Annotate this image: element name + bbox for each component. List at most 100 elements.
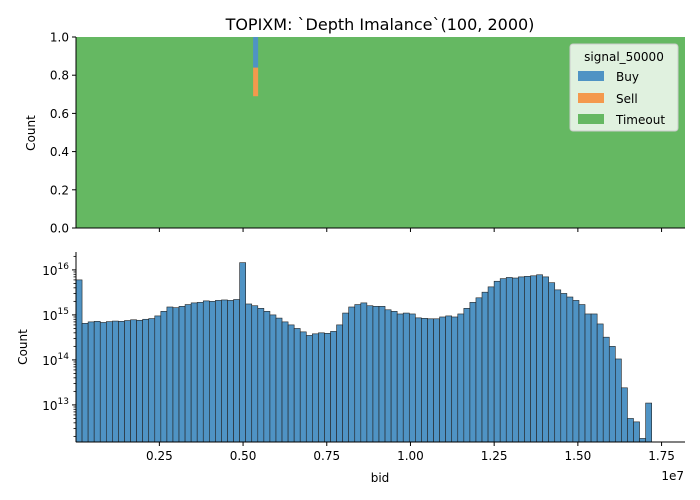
histogram-bar	[305, 335, 313, 443]
histogram-bar	[136, 319, 143, 443]
legend-entry-sell: Sell	[616, 92, 638, 106]
histogram-bar	[269, 314, 277, 443]
histogram-bar	[427, 318, 434, 443]
histogram-bar	[324, 333, 331, 443]
legend-title: signal_50000	[584, 50, 664, 64]
histogram-bar	[608, 346, 616, 443]
top-y-tick-label: 0.8	[50, 69, 69, 83]
histogram-bar	[469, 302, 477, 443]
chart-title: TOPIXM: `Depth Imalance`(100, 2000)	[225, 15, 535, 34]
bottom-panel-y-axis-label: Count	[16, 329, 30, 365]
histogram-bar	[354, 304, 362, 443]
histogram-bar	[360, 302, 368, 443]
histogram-bar	[621, 387, 628, 443]
histogram-bar	[384, 309, 392, 443]
histogram-bar	[99, 322, 107, 443]
histogram-bar	[130, 319, 137, 443]
histogram-bar	[209, 301, 216, 443]
histogram-bar	[263, 311, 271, 443]
histogram-bar	[112, 320, 119, 443]
histogram-bar	[118, 321, 125, 443]
histogram-bar	[142, 318, 150, 443]
histogram-bar	[590, 313, 598, 443]
histogram-bar	[275, 317, 283, 443]
histogram-bar	[530, 275, 537, 443]
legend-entry-timeout: Timeout	[615, 113, 665, 127]
area-sell-spike	[253, 67, 259, 97]
top-y-tick-label: 1.0	[50, 31, 69, 45]
histogram-bar	[196, 302, 204, 443]
histogram-bar	[639, 438, 646, 443]
histogram-bar	[287, 324, 295, 443]
histogram-bar	[584, 313, 592, 443]
bottom-y-tick-label: 1013	[42, 397, 69, 413]
histogram-bar	[402, 312, 410, 443]
bottom-x-tick-label: 1.75	[648, 449, 675, 463]
histogram-bar	[451, 316, 459, 443]
histogram-bar	[105, 321, 113, 443]
histogram-bar	[518, 276, 525, 443]
histogram-bar	[124, 320, 131, 443]
histogram-bar	[487, 286, 495, 443]
histogram-bar	[245, 303, 253, 443]
histogram-bar	[475, 297, 483, 443]
top-panel: 0.0 0.2 0.4 0.6 0.8 1.0 Count signal_50000 Bu…	[24, 31, 685, 236]
legend-entry-buy: Buy	[616, 70, 639, 84]
histogram-bar	[645, 402, 652, 443]
legend-swatch-timeout	[578, 114, 604, 124]
histogram-bar	[312, 333, 319, 443]
histogram-bar	[221, 299, 228, 443]
histogram-bar	[330, 331, 337, 443]
histogram-bar	[396, 313, 404, 443]
bottom-y-tick-label: 1014	[42, 352, 69, 368]
histogram-bar	[542, 276, 549, 443]
histogram-bar	[572, 300, 580, 443]
legend-swatch-buy	[578, 71, 604, 81]
legend: signal_50000 Buy Sell Timeout	[569, 43, 679, 132]
histogram-bar	[348, 306, 356, 443]
histogram-bar	[566, 296, 574, 443]
bottom-x-tick-label: 0.50	[230, 449, 257, 463]
histogram-bar	[633, 421, 640, 443]
histogram-bar	[372, 306, 380, 443]
histogram-bar	[178, 306, 186, 443]
histogram-bar	[293, 328, 301, 443]
bottom-panel: 1013 1014 1015 1016 0.25 0.50 0.75 1.00 1.25 1.5…	[16, 252, 685, 485]
histogram-bar	[190, 302, 198, 443]
histogram-bar	[154, 315, 162, 443]
bottom-x-tick-label: 1.00	[397, 449, 424, 463]
histogram-bar	[366, 305, 374, 443]
x-axis-offset-label: 1e7	[661, 469, 684, 483]
bottom-x-tick-label: 0.75	[313, 449, 340, 463]
bottom-y-tick-label: 1016	[42, 262, 69, 278]
histogram-bar	[536, 274, 543, 443]
histogram-bar	[578, 304, 586, 443]
histogram-bar	[342, 312, 349, 443]
histogram-bar	[554, 289, 562, 443]
histogram-bar	[299, 331, 307, 443]
histogram-bar	[251, 305, 259, 443]
histogram-bar	[421, 318, 428, 443]
histogram-bar	[336, 324, 343, 443]
histogram-bar	[524, 276, 531, 443]
bottom-y-tick-label: 1015	[42, 307, 69, 323]
histogram-bar	[415, 317, 422, 443]
histogram-bar	[439, 316, 446, 443]
histogram-bar	[233, 299, 240, 443]
histogram-bar	[505, 277, 513, 443]
bottom-x-tick-label: 1.50	[565, 449, 592, 463]
histogram-bar	[602, 336, 610, 443]
histogram-bar	[93, 321, 101, 443]
top-y-tick-label: 0.6	[50, 107, 69, 121]
histogram-bar	[160, 311, 168, 443]
histogram-bar	[215, 300, 222, 443]
histogram-bar	[378, 306, 386, 443]
histogram-bar	[596, 323, 604, 443]
top-y-tick-label: 0.4	[50, 145, 69, 159]
histogram-bar	[615, 358, 622, 443]
histogram-bar	[166, 306, 174, 443]
area-buy-spike	[253, 37, 259, 68]
top-y-tick-label: 0.2	[50, 183, 69, 197]
histogram-bar	[493, 280, 501, 443]
